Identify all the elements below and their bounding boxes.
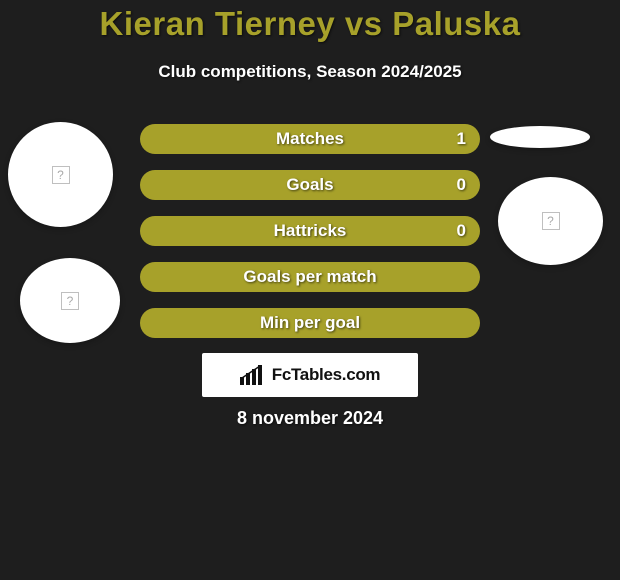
missing-image-icon: ? [61,292,79,310]
brand-logo: FcTables.com [202,353,418,397]
brand-text: FcTables.com [272,365,381,385]
date-label: 8 november 2024 [0,408,620,429]
missing-image-icon: ? [52,166,70,184]
page-title: Kieran Tierney vs Paluska [0,5,620,43]
stat-bar: Hattricks 0 [140,216,480,246]
stat-bar: Goals 0 [140,170,480,200]
stat-value: 0 [457,221,466,241]
stat-bar: Goals per match [140,262,480,292]
stat-label: Matches [276,129,344,149]
stat-label: Goals per match [243,267,376,287]
comparison-canvas: Kieran Tierney vs Paluska Club competiti… [0,0,620,580]
bar-chart-icon [240,365,266,385]
stat-label: Hattricks [274,221,347,241]
avatar-player-left: ? [8,122,113,227]
stat-value: 1 [457,129,466,149]
stat-label: Min per goal [260,313,360,333]
stat-bar: Min per goal [140,308,480,338]
avatar-player-right [490,126,590,148]
subtitle: Club competitions, Season 2024/2025 [0,62,620,82]
missing-image-icon: ? [542,212,560,230]
stat-bar: Matches 1 [140,124,480,154]
stat-value: 0 [457,175,466,195]
avatar-team-left: ? [20,258,120,343]
avatar-team-right: ? [498,177,603,265]
stat-bars: Matches 1 Goals 0 Hattricks 0 Goals per match M… [140,124,480,354]
stat-label: Goals [286,175,333,195]
